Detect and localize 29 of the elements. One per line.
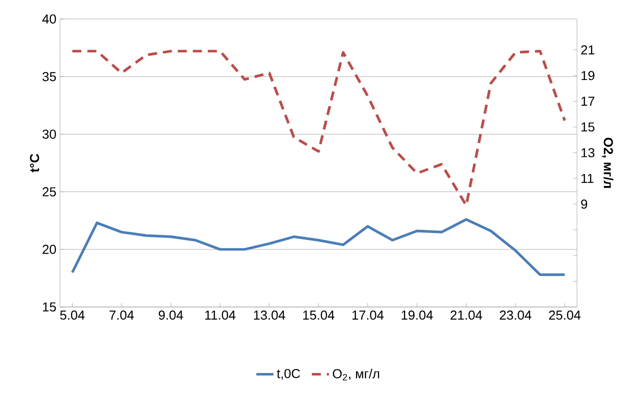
x-tick-label: 21.04	[450, 310, 482, 320]
x-tick-label: 23.04	[500, 310, 532, 320]
x-tick-label: 19.04	[402, 310, 433, 320]
y2-tick-label: 19	[582, 70, 594, 80]
y-tick-label: 40	[42, 14, 56, 24]
y-axis-title: t°C	[30, 154, 40, 172]
y-tick-label: 15	[43, 302, 56, 312]
y2-tick-label: 17	[582, 96, 594, 106]
legend-label: O$_{2}$, мг/л	[332, 368, 380, 380]
y-tick-label: 25	[42, 187, 56, 196]
line-series	[71, 218, 566, 276]
x-tick-label: 17.04	[352, 310, 384, 320]
legend-label: t,0C	[276, 368, 300, 380]
y-tick-label: 30	[42, 130, 56, 139]
x-tick-label: 11.04	[205, 310, 236, 320]
x-tick-label: 15.04	[303, 310, 334, 320]
y2-tick-label: 13	[582, 148, 594, 158]
y2-tick-label: 15	[582, 122, 594, 132]
y-tick-label: 35	[42, 72, 56, 82]
y2-axis-title: O2, мг/л	[602, 138, 614, 188]
y2-tick-label: 9	[581, 200, 588, 209]
y-tick-label: 20	[42, 244, 56, 254]
y2-tick-label: 21	[581, 45, 594, 54]
x-tick-label: 7.04	[110, 310, 134, 320]
x-tick-label: 9.04	[158, 310, 184, 320]
y2-tick-label: 11	[582, 174, 594, 183]
x-tick-label: 25.04	[549, 310, 581, 320]
x-tick-label: 5.04	[60, 310, 85, 320]
x-tick-label: 13.04	[254, 310, 286, 320]
